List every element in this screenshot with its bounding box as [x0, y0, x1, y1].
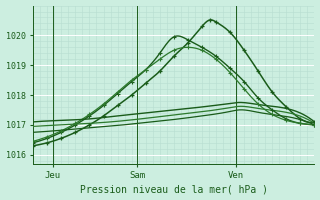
X-axis label: Pression niveau de la mer( hPa ): Pression niveau de la mer( hPa ) [80, 184, 268, 194]
